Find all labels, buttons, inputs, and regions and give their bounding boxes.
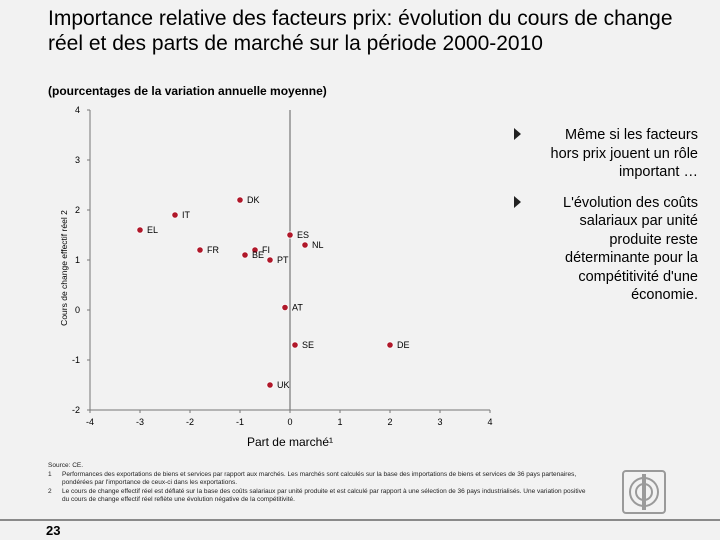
data-point-uk: UK bbox=[266, 380, 290, 390]
footnote: 1 Performances des exportations de biens… bbox=[48, 471, 588, 488]
point-label: IT bbox=[182, 210, 191, 220]
footnote-number: 1 bbox=[48, 470, 52, 478]
bullet-text: Même si les facteurs hors prix jouent un… bbox=[550, 127, 699, 180]
point-label: AT bbox=[292, 303, 303, 313]
footnote-number: 2 bbox=[48, 487, 52, 495]
point-marker bbox=[291, 341, 299, 349]
point-marker bbox=[286, 231, 294, 239]
data-point-se: SE bbox=[291, 340, 314, 350]
x-tick-label: 4 bbox=[487, 417, 492, 427]
footer-divider bbox=[0, 519, 720, 521]
bullet-item: L'évolution des coûts salariaux par unit… bbox=[512, 194, 698, 305]
x-tick-label: 1 bbox=[337, 417, 342, 427]
x-tick-label: -2 bbox=[186, 417, 194, 427]
data-point-el: EL bbox=[136, 225, 158, 235]
slide-subtitle: (pourcentages de la variation annuelle m… bbox=[48, 84, 327, 98]
bullet-text: L'évolution des coûts salariaux par unit… bbox=[563, 194, 698, 304]
x-tick-label: -1 bbox=[236, 417, 244, 427]
triangle-bullet-icon bbox=[514, 195, 521, 208]
y-tick-label: 1 bbox=[75, 255, 80, 265]
x-tick-label: 3 bbox=[437, 417, 442, 427]
point-label: BE bbox=[252, 250, 264, 260]
x-tick-label: 2 bbox=[387, 417, 392, 427]
y-tick-label: 4 bbox=[75, 105, 80, 115]
y-tick-label: -1 bbox=[72, 355, 80, 365]
point-marker bbox=[171, 211, 179, 219]
point-marker bbox=[281, 303, 289, 312]
footnote-text: Le cours de change effectif réel est déf… bbox=[62, 487, 586, 504]
x-tick-label: 0 bbox=[287, 417, 292, 427]
x-tick-labels: -4 -3 -2 -1 0 1 2 3 4 bbox=[86, 410, 493, 427]
point-marker bbox=[236, 196, 244, 204]
x-tick-label: -3 bbox=[136, 417, 144, 427]
y-tick-label: -2 bbox=[72, 405, 80, 415]
data-point-es: ES bbox=[286, 230, 309, 240]
page-number: 23 bbox=[46, 523, 61, 538]
point-label: SE bbox=[302, 340, 314, 350]
slide-title: Importance relative des facteurs prix: é… bbox=[48, 7, 673, 55]
y-axis-label: Cours de change effectif réel 2 bbox=[59, 210, 69, 326]
data-point-be: BE bbox=[241, 250, 264, 260]
data-point-nl: NL bbox=[301, 240, 324, 250]
chart-axes bbox=[89, 110, 490, 411]
point-marker bbox=[241, 251, 249, 259]
point-marker bbox=[266, 381, 274, 389]
y-tick-label: 3 bbox=[75, 155, 80, 165]
point-label: DK bbox=[247, 195, 260, 205]
footnote-text: Performances des exportations de biens e… bbox=[62, 470, 577, 487]
point-label: DE bbox=[397, 340, 410, 350]
data-point-de: DE bbox=[386, 340, 410, 350]
bullet-list: Même si les facteurs hors prix jouent un… bbox=[512, 126, 698, 317]
point-marker bbox=[136, 226, 144, 234]
y-tick-labels: 4 3 2 1 0 -1 -2 bbox=[72, 105, 90, 415]
point-label: FR bbox=[207, 245, 219, 255]
point-marker bbox=[196, 246, 204, 254]
point-marker bbox=[301, 241, 309, 249]
data-point-fi: FI bbox=[251, 245, 270, 255]
y-tick-label: 0 bbox=[75, 305, 80, 315]
source-note: Source: CE. bbox=[48, 462, 84, 469]
point-label: EL bbox=[147, 225, 158, 235]
point-marker bbox=[386, 341, 394, 349]
data-point-dk: DK bbox=[236, 195, 260, 205]
x-tick-label: -4 bbox=[86, 417, 94, 427]
data-point-it: IT bbox=[171, 210, 191, 220]
point-marker bbox=[266, 256, 274, 264]
point-label: PT bbox=[277, 255, 289, 265]
y-tick-label: 2 bbox=[75, 205, 80, 215]
triangle-bullet-icon bbox=[514, 128, 521, 140]
data-point-pt: PT bbox=[266, 255, 289, 265]
point-label: NL bbox=[312, 240, 324, 250]
bank-logo-icon bbox=[622, 470, 666, 514]
footnotes: Source: CE. 1 Performances des exportati… bbox=[48, 462, 588, 505]
point-label: ES bbox=[297, 230, 309, 240]
x-axis-label: Part de marché¹ bbox=[247, 435, 333, 449]
point-label: FI bbox=[262, 245, 270, 255]
bullet-item: Même si les facteurs hors prix jouent un… bbox=[512, 126, 698, 182]
data-point-fr: FR bbox=[196, 245, 219, 255]
data-point-at: AT bbox=[281, 303, 303, 313]
footnote: 2 Le cours de change effectif réel est d… bbox=[48, 488, 588, 505]
point-marker bbox=[251, 246, 259, 254]
point-label: UK bbox=[277, 380, 290, 390]
